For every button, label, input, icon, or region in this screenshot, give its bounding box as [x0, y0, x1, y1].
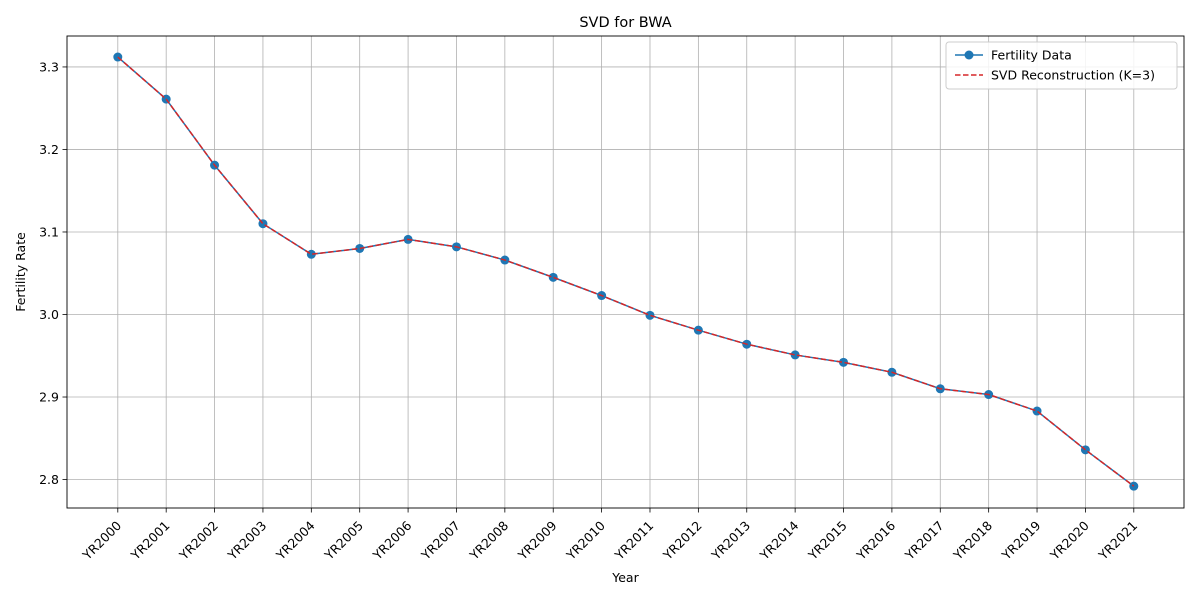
y-tick-label: 2.9	[39, 390, 59, 405]
series-line-fertility-data	[117, 56, 1135, 487]
x-tick-label: YR2015	[805, 518, 850, 563]
x-axis: YR2000 YR2001 YR2002 YR2003 YR2004 YR2005 YR20…	[79, 508, 1140, 563]
data-point-fertility-data	[645, 310, 655, 320]
x-tick-label: YR2014	[756, 518, 801, 563]
y-tick-label: 3.2	[39, 142, 59, 157]
y-tick-label: 3.0	[39, 307, 59, 322]
x-tick-label: YR2002	[176, 518, 221, 563]
y-axis-label: Fertility Rate	[13, 232, 28, 312]
legend-label-svd-reconstruction: SVD Reconstruction (K=3)	[991, 68, 1155, 83]
data-point-fertility-data	[839, 357, 849, 367]
data-point-fertility-data	[355, 243, 365, 253]
x-tick-label: YR2009	[514, 518, 559, 563]
x-tick-label: YR2016	[853, 518, 898, 563]
data-point-fertility-data	[1129, 481, 1139, 491]
chart-title: SVD for BWA	[579, 15, 671, 31]
legend: Fertility Data SVD Reconstruction (K=3)	[945, 41, 1178, 90]
y-tick-label: 3.3	[39, 59, 59, 74]
x-tick-label: YR2004	[272, 518, 317, 563]
grid-lines	[67, 36, 1184, 508]
x-tick-label: YR2018	[950, 518, 995, 563]
x-tick-label: YR2010	[563, 518, 608, 563]
data-point-fertility-data	[548, 272, 558, 282]
x-tick-label: YR2005	[321, 518, 366, 563]
y-tick-label: 2.8	[39, 472, 59, 487]
y-axis: 2.8 2.9 3.0 3.1 3.2 3.3	[39, 59, 67, 487]
x-tick-label: YR2021	[1095, 518, 1140, 563]
x-tick-label: YR2000	[79, 518, 124, 563]
x-tick-label: YR2006	[369, 518, 414, 563]
y-tick-label: 3.1	[39, 224, 59, 239]
data-point-fertility-data	[790, 350, 800, 360]
x-tick-label: YR2020	[1046, 518, 1091, 563]
x-tick-label: YR2013	[708, 518, 753, 563]
x-tick-label: YR2003	[224, 518, 269, 563]
x-tick-label: YR2012	[659, 518, 704, 563]
legend-marker-fertility-data	[964, 50, 974, 60]
x-tick-label: YR2019	[998, 518, 1043, 563]
series-line-svd-reconstruction	[117, 56, 1135, 487]
legend-label-fertility-data: Fertility Data	[991, 48, 1072, 63]
x-tick-label: YR2008	[466, 518, 511, 563]
x-axis-label: Year	[611, 570, 639, 585]
series-layer	[113, 52, 1139, 491]
legend-box	[945, 41, 1178, 90]
x-tick-label: YR2011	[611, 518, 656, 563]
x-tick-label: YR2007	[418, 518, 463, 563]
plot-area-frame	[66, 35, 1185, 509]
x-tick-label: YR2001	[127, 518, 172, 563]
x-tick-label: YR2017	[901, 518, 946, 563]
